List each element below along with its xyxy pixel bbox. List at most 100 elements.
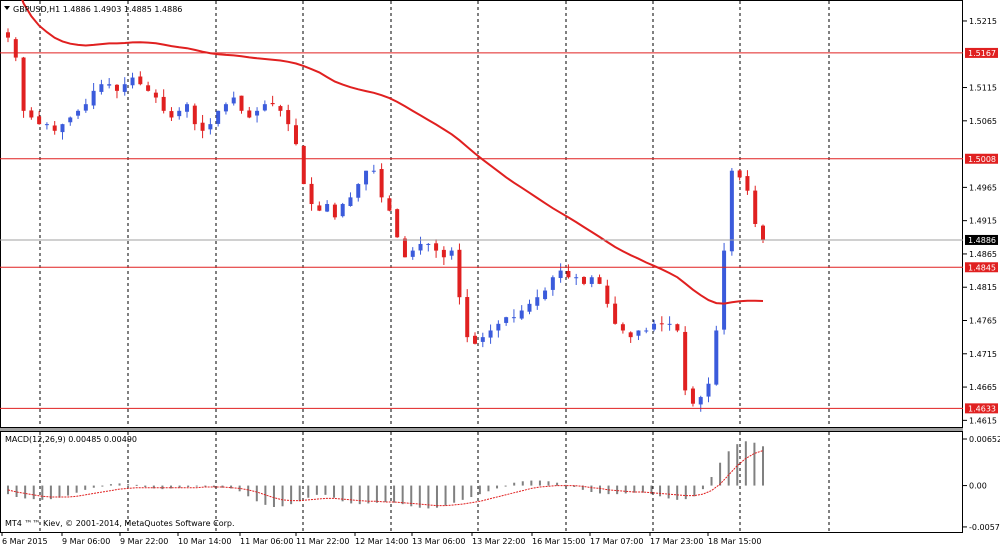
macd-histogram-bar (581, 485, 584, 490)
macd-histogram-bar (101, 485, 104, 487)
candle-body (511, 317, 516, 319)
macd-histogram-bar (49, 485, 52, 500)
macd-histogram-bar (247, 485, 250, 497)
time-axis-label: 11 Mar 22:00 (296, 537, 349, 546)
copyright-text: MT4 ™™ Kiev, © 2001-2014, MetaQuotes Sof… (5, 519, 235, 528)
candle-body (21, 57, 26, 111)
candle-body (745, 176, 750, 191)
macd-histogram-bar (281, 485, 284, 507)
macd-histogram-bar (710, 477, 713, 486)
macd-histogram-bar (67, 485, 70, 496)
macd-histogram-bar (118, 483, 121, 486)
candle-body (597, 277, 602, 284)
candle-body (706, 383, 711, 397)
candle-body (91, 90, 96, 106)
candle-body (177, 110, 182, 117)
candle-body (192, 105, 197, 125)
macd-histogram-bar (84, 485, 87, 490)
candle-body (44, 124, 49, 126)
macd-histogram-bar (401, 485, 404, 505)
macd-histogram-bar (393, 485, 396, 503)
macd-histogram-bar (598, 485, 601, 494)
macd-histogram-bar (410, 485, 413, 507)
candle-body (714, 330, 719, 385)
macd-histogram-bar (470, 485, 473, 497)
macd-histogram-bar (453, 485, 456, 503)
main-plot-frame (0, 0, 963, 428)
macd-histogram-bar (58, 485, 61, 498)
macd-axis-label: -0.00579 (969, 523, 1000, 532)
level-price-label: 1.5008 (968, 155, 996, 164)
time-axis-label: 10 Mar 14:00 (178, 537, 231, 546)
macd-histogram-bar (461, 485, 464, 500)
candle-body (441, 249, 446, 258)
macd-histogram-bar (659, 485, 662, 497)
candle-body (698, 397, 703, 405)
current-price-label: 1.4886 (968, 236, 996, 245)
candle-body (395, 209, 400, 238)
chart-menu-triangle-icon[interactable] (4, 6, 10, 10)
macd-histogram-bar (92, 485, 95, 488)
candle-body (605, 285, 610, 304)
time-axis-label: 13 Mar 22:00 (472, 537, 525, 546)
candle-body (332, 204, 337, 218)
macd-histogram-bar (341, 485, 344, 502)
macd-histogram-bar (427, 485, 430, 509)
price-axis-label: 1.4915 (969, 217, 997, 226)
macd-histogram-bar (504, 485, 507, 487)
macd-histogram-bar (187, 485, 190, 487)
macd-histogram-bar (676, 485, 679, 500)
price-axis-label: 1.4815 (969, 283, 997, 292)
macd-histogram-bar (367, 485, 370, 504)
candle-body (581, 276, 586, 284)
candle-body (208, 124, 213, 130)
macd-histogram-bar (727, 451, 730, 486)
macd-histogram-bar (333, 485, 336, 498)
macd-histogram-bar (221, 485, 224, 488)
macd-histogram-bar (178, 485, 181, 488)
candle-body (364, 170, 369, 185)
candle-body (628, 332, 633, 338)
candle-body (340, 204, 345, 217)
macd-histogram-bar (144, 485, 147, 487)
candle-body (286, 110, 291, 125)
macd-histogram-bar (255, 485, 258, 502)
macd-plot-frame (0, 431, 963, 533)
macd-histogram-bar (487, 485, 490, 492)
level-price-tag (965, 153, 998, 164)
level-price-tag (965, 403, 998, 414)
macd-histogram-bar (350, 485, 353, 504)
candle-body (613, 303, 618, 324)
macd-axis-label: 0.00 (969, 482, 987, 491)
macd-histogram-bar (315, 485, 318, 495)
candle-body (83, 104, 88, 111)
macd-histogram-bar (418, 485, 421, 508)
price-axis-label: 1.4615 (969, 416, 997, 425)
macd-histogram-bar (616, 485, 619, 495)
candle-body (169, 111, 174, 118)
current-price-tag (965, 234, 998, 245)
macd-histogram-bar (547, 481, 550, 486)
macd-histogram-bar (324, 485, 327, 495)
macd-histogram-bar (212, 485, 215, 487)
macd-histogram-bar (298, 485, 301, 502)
candle-body (99, 84, 104, 92)
macd-histogram-bar (496, 485, 499, 489)
macd-histogram-bar (41, 485, 44, 500)
macd-histogram-bar (753, 442, 756, 486)
macd-histogram-bar (590, 485, 593, 492)
candle-body (644, 330, 649, 332)
vertical-grid (39, 1, 830, 532)
time-axis-label: 16 Mar 15:00 (532, 537, 585, 546)
macd-histogram-bar (650, 485, 653, 495)
macd-histogram-bar (109, 484, 112, 486)
candle-body (402, 238, 407, 258)
candle-body (558, 270, 563, 279)
candle-body (620, 324, 625, 331)
candle-body (6, 32, 10, 38)
candle-body (317, 205, 322, 211)
candle-body (574, 277, 579, 279)
candle-body (200, 122, 205, 131)
candle-body (247, 110, 252, 118)
